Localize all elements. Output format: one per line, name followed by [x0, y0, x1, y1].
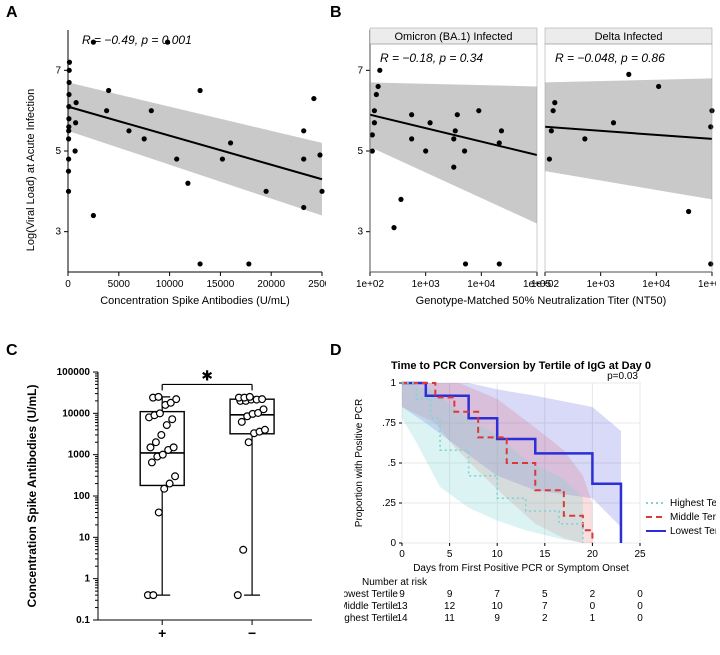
svg-text:Proportion with Positive PCR: Proportion with Positive PCR — [354, 399, 365, 527]
svg-text:14: 14 — [396, 613, 408, 624]
svg-text:Lowest Tertile: Lowest Tertile — [670, 526, 716, 537]
svg-text:Days from First Positive PCR o: Days from First Positive PCR or Symptom … — [413, 563, 629, 574]
svg-text:Middle Tertile: Middle Tertile — [670, 512, 716, 523]
svg-text:Middle Tertile: Middle Tertile — [344, 601, 398, 612]
svg-text:15000: 15000 — [206, 279, 234, 290]
svg-text:5: 5 — [55, 146, 61, 157]
svg-text:1: 1 — [590, 613, 596, 624]
svg-text:0: 0 — [399, 549, 405, 560]
svg-text:Delta Infected: Delta Infected — [595, 31, 663, 43]
svg-text:0.1: 0.1 — [76, 615, 90, 626]
svg-text:1e+02: 1e+02 — [356, 279, 385, 290]
svg-text:Concentration Spike Antibodies: Concentration Spike Antibodies (U/mL) — [25, 385, 39, 608]
svg-text:0: 0 — [590, 601, 596, 612]
svg-text:10: 10 — [79, 532, 91, 543]
svg-text:R = −0.18, p = 0.34: R = −0.18, p = 0.34 — [380, 51, 483, 65]
panel-a-chart: 3 5 7 0 5000 10000 15000 20000 25000 R = −0.49, p… — [40, 22, 326, 322]
svg-text:+: + — [158, 625, 166, 641]
svg-text:5: 5 — [542, 589, 548, 600]
svg-text:Genotype-Matched 50% Neutraliz: Genotype-Matched 50% Neutralization Tite… — [416, 295, 667, 307]
svg-text:100: 100 — [73, 491, 90, 502]
svg-text:7: 7 — [55, 65, 61, 76]
svg-text:9: 9 — [447, 589, 453, 600]
svg-text:7: 7 — [357, 65, 363, 76]
svg-text:1e+05: 1e+05 — [698, 279, 716, 290]
svg-text:3: 3 — [55, 227, 61, 238]
svg-text:12: 12 — [444, 601, 456, 612]
svg-text:10: 10 — [492, 601, 504, 612]
svg-text:1e+04: 1e+04 — [467, 279, 496, 290]
svg-text:p=0.03: p=0.03 — [607, 371, 638, 382]
svg-text:Number at risk: Number at risk — [362, 577, 428, 588]
svg-text:1: 1 — [390, 378, 396, 389]
svg-text:2: 2 — [590, 589, 596, 600]
svg-text:1e+02: 1e+02 — [531, 279, 560, 290]
svg-text:Concentration Spike Antibodies: Concentration Spike Antibodies (U/mL) — [100, 295, 290, 307]
svg-text:1000: 1000 — [68, 450, 91, 461]
svg-text:Highest Tertile: Highest Tertile — [344, 613, 398, 624]
svg-text:0: 0 — [637, 613, 643, 624]
svg-text:1e+03: 1e+03 — [412, 279, 441, 290]
svg-text:−: − — [248, 625, 256, 641]
panel-b-label: B — [330, 4, 342, 22]
panel-d-label: D — [330, 342, 342, 360]
svg-text:13: 13 — [396, 601, 408, 612]
svg-text:25000: 25000 — [308, 279, 326, 290]
svg-text:5: 5 — [447, 549, 453, 560]
svg-text:0: 0 — [637, 601, 643, 612]
panel-d-chart: Time to PCR Conversion by Tertile of IgG… — [344, 355, 716, 655]
panel-c-label: C — [6, 342, 18, 360]
svg-text:Lowest Tertile: Lowest Tertile — [344, 589, 398, 600]
svg-text:20: 20 — [587, 549, 599, 560]
svg-text:0: 0 — [637, 589, 643, 600]
panel-ab-y-label: Log(Viral Load) at Acute Infection — [25, 89, 37, 251]
svg-text:0: 0 — [65, 279, 71, 290]
svg-text:.25: .25 — [382, 498, 396, 509]
svg-text:20000: 20000 — [257, 279, 285, 290]
svg-text:R = −0.048, p = 0.86: R = −0.048, p = 0.86 — [555, 51, 665, 65]
svg-text:7: 7 — [542, 601, 548, 612]
svg-text:.75: .75 — [382, 418, 396, 429]
svg-text:15: 15 — [539, 549, 551, 560]
svg-text:1: 1 — [84, 574, 90, 585]
panel-b-chart: 3 5 7 Omicron (BA.1) Infected 1e+02 1e+03 1e+0… — [344, 22, 716, 322]
svg-text:0: 0 — [390, 538, 396, 549]
panel-c-chart: 0.1 1 10 100 1000 10000 100000 Concentration Sp… — [20, 360, 320, 648]
svg-text:5: 5 — [357, 146, 363, 157]
svg-text:Omicron (BA.1) Infected: Omicron (BA.1) Infected — [395, 31, 513, 43]
svg-text:R = −0.49, p = 0.001: R = −0.49, p = 0.001 — [82, 33, 192, 47]
svg-text:10000: 10000 — [156, 279, 184, 290]
svg-text:11: 11 — [444, 613, 455, 624]
svg-text:1e+03: 1e+03 — [587, 279, 616, 290]
svg-text:1e+04: 1e+04 — [642, 279, 671, 290]
svg-text:✱: ✱ — [201, 367, 213, 383]
panel-a-label: A — [6, 4, 18, 22]
svg-text:9: 9 — [399, 589, 405, 600]
svg-text:7: 7 — [494, 589, 500, 600]
svg-text:.5: .5 — [388, 458, 397, 469]
svg-text:25: 25 — [634, 549, 646, 560]
svg-text:100000: 100000 — [57, 367, 91, 378]
svg-text:2: 2 — [542, 613, 548, 624]
svg-text:Highest Tertile: Highest Tertile — [670, 498, 716, 509]
svg-text:3: 3 — [357, 227, 363, 238]
svg-text:5000: 5000 — [108, 279, 131, 290]
svg-text:9: 9 — [494, 613, 500, 624]
svg-text:10: 10 — [492, 549, 504, 560]
svg-text:10000: 10000 — [62, 408, 90, 419]
